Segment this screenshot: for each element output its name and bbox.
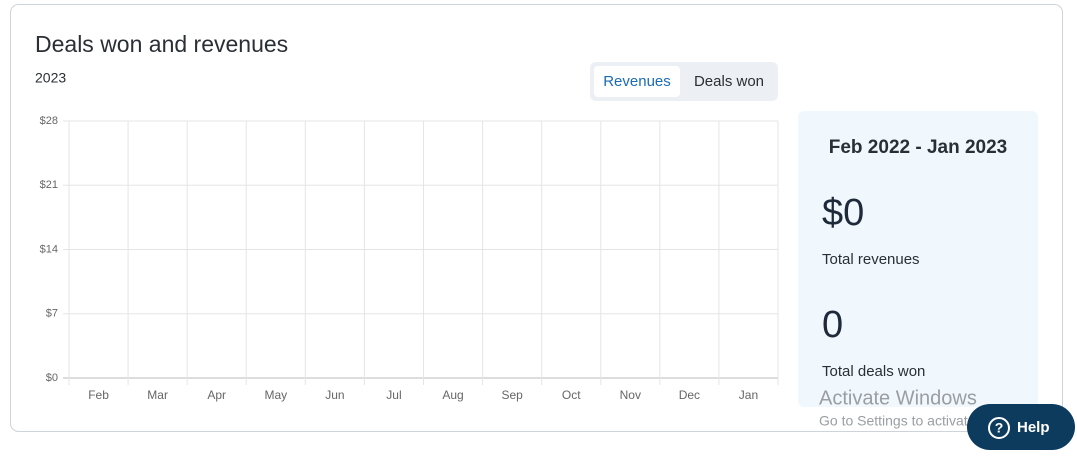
x-tick-label: Oct bbox=[562, 388, 581, 402]
help-button[interactable] bbox=[967, 404, 1075, 450]
x-tick-label: Mar bbox=[147, 388, 168, 402]
watermark-title: Activate Windows bbox=[819, 387, 977, 409]
help-icon-glyph: ? bbox=[995, 420, 1004, 436]
help-label[interactable]: Help bbox=[1017, 419, 1050, 436]
x-tick-label: Dec bbox=[679, 388, 700, 402]
total-deals: 0 bbox=[822, 304, 843, 346]
summary-panel bbox=[798, 111, 1038, 407]
x-tick-label: Jul bbox=[386, 388, 401, 402]
chart-title: Deals won and revenues bbox=[35, 31, 288, 57]
tab[interactable]: Deals won bbox=[694, 73, 764, 90]
total-revenues-label: Total revenues bbox=[822, 251, 920, 268]
x-tick-label: Jun bbox=[325, 388, 344, 402]
total-deals-label: Total deals won bbox=[822, 363, 925, 380]
x-tick-label: Feb bbox=[88, 388, 109, 402]
x-tick-label: Aug bbox=[442, 388, 463, 402]
summary-period: Feb 2022 - Jan 2023 bbox=[829, 137, 1008, 158]
x-tick-label: Jan bbox=[739, 388, 758, 402]
chart-subtitle: 2023 bbox=[35, 70, 66, 86]
y-tick-label: $0 bbox=[46, 372, 58, 384]
y-tick-label: $7 bbox=[46, 308, 58, 320]
total-revenues: $0 bbox=[822, 192, 864, 234]
y-tick-label: $21 bbox=[40, 179, 58, 191]
tab-active[interactable] bbox=[594, 66, 680, 97]
help-icon bbox=[988, 417, 1010, 439]
x-tick-label: Apr bbox=[207, 388, 226, 402]
y-tick-label: $28 bbox=[40, 115, 58, 127]
x-tick-label: Nov bbox=[620, 388, 641, 402]
y-tick-label: $14 bbox=[40, 243, 58, 255]
x-tick-label: Sep bbox=[501, 388, 523, 402]
tab[interactable]: Revenues bbox=[603, 73, 671, 90]
x-tick-label: May bbox=[264, 388, 287, 402]
